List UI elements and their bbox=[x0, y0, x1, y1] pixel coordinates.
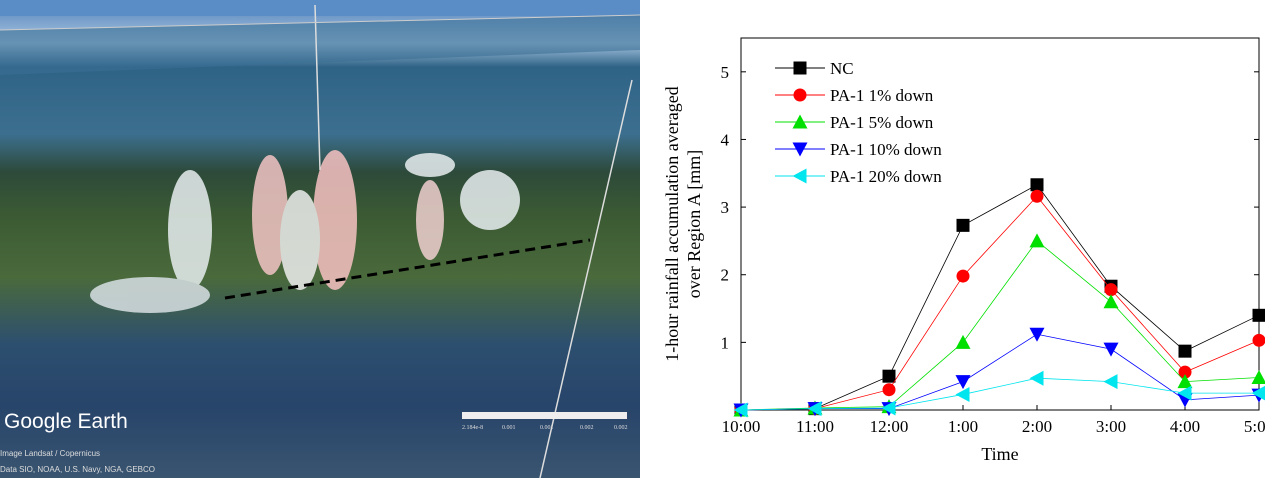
data-point bbox=[1253, 309, 1265, 322]
data-point bbox=[1031, 190, 1044, 203]
data-point bbox=[1031, 178, 1044, 191]
color-scale-ticks: 2.184e-8 0.001 0.001 0.002 0.002 bbox=[462, 425, 628, 431]
data-point bbox=[1030, 371, 1044, 386]
x-tick-label: 1:00 bbox=[948, 417, 978, 436]
data-point bbox=[1030, 233, 1045, 247]
data-point bbox=[1252, 370, 1265, 384]
legend-label: PA-1 20% down bbox=[830, 167, 942, 186]
y-tick-label: 3 bbox=[721, 198, 730, 217]
legend-label: PA-1 5% down bbox=[830, 113, 934, 132]
y-tick-label: 1 bbox=[721, 333, 730, 352]
rainfall-chart: 10:00 11:00 12:00 1:00 2:00 3:00 4:00 5:00 1 2 3 4 5… bbox=[640, 0, 1265, 478]
legend-label: NC bbox=[830, 59, 854, 78]
legend-marker bbox=[794, 62, 807, 75]
x-axis-label: Time bbox=[981, 444, 1018, 464]
chart-svg: 10:00 11:00 12:00 1:00 2:00 3:00 4:00 5:00 1 2 3 4 5… bbox=[640, 0, 1265, 478]
data-point bbox=[1104, 343, 1119, 357]
data-point bbox=[1253, 334, 1265, 347]
legend-entry: PA-1 5% down bbox=[775, 113, 934, 132]
y-tick-label: 5 bbox=[721, 63, 730, 82]
google-earth-view: 2.184e-8 0.001 0.001 0.002 0.002 Google … bbox=[0, 0, 640, 478]
x-tick-label: 4:00 bbox=[1170, 417, 1200, 436]
data-point bbox=[1030, 328, 1045, 342]
svg-text:0.001: 0.001 bbox=[540, 425, 554, 431]
data-point bbox=[1179, 345, 1192, 358]
svg-text:0.002: 0.002 bbox=[614, 425, 628, 431]
data-point bbox=[957, 219, 970, 232]
data-credit: Data SIO, NOAA, U.S. Navy, NGA, GEBCO bbox=[0, 465, 155, 474]
x-tick-label: 12:00 bbox=[870, 417, 909, 436]
x-tick-label: 5:00 bbox=[1244, 417, 1265, 436]
legend-marker bbox=[793, 169, 807, 184]
google-earth-logo: Google Earth bbox=[4, 410, 128, 434]
data-point bbox=[1104, 374, 1118, 389]
legend-entry: NC bbox=[775, 59, 854, 78]
sea bbox=[0, 15, 640, 75]
color-scale-bar bbox=[462, 412, 627, 419]
legend-marker bbox=[794, 89, 807, 102]
data-point bbox=[883, 370, 896, 383]
x-tick-label: 11:00 bbox=[796, 417, 834, 436]
legend-entry: PA-1 1% down bbox=[775, 86, 934, 105]
image-credit: Image Landsat / Copernicus bbox=[0, 449, 100, 458]
y-tick-label: 4 bbox=[721, 130, 730, 149]
x-tick-label: 2:00 bbox=[1022, 417, 1052, 436]
legend-label: PA-1 10% down bbox=[830, 140, 942, 159]
svg-text:2.184e-8: 2.184e-8 bbox=[462, 425, 483, 431]
data-point bbox=[957, 270, 970, 283]
y-axis-label-line2: over Region A [mm] bbox=[684, 150, 704, 298]
y-tick-label: 2 bbox=[721, 266, 730, 285]
earth-overlay: 2.184e-8 0.001 0.001 0.002 0.002 bbox=[0, 0, 640, 478]
svg-text:0.001: 0.001 bbox=[502, 425, 516, 431]
data-point bbox=[956, 335, 971, 349]
x-tick-label: 10:00 bbox=[722, 417, 761, 436]
data-point bbox=[1104, 294, 1119, 308]
svg-text:0.002: 0.002 bbox=[580, 425, 594, 431]
y-axis-label-line1: 1-hour rainfall accumulation averaged bbox=[662, 86, 682, 361]
x-tick-label: 3:00 bbox=[1096, 417, 1126, 436]
legend-entry: PA-1 10% down bbox=[775, 140, 942, 159]
legend-entry: PA-1 20% down bbox=[775, 167, 942, 186]
data-point bbox=[883, 383, 896, 396]
legend-label: PA-1 1% down bbox=[830, 86, 934, 105]
data-point bbox=[956, 375, 971, 389]
data-point bbox=[956, 387, 970, 402]
rain-clouds bbox=[90, 150, 520, 313]
data-point bbox=[1105, 283, 1118, 296]
sky bbox=[0, 0, 640, 16]
